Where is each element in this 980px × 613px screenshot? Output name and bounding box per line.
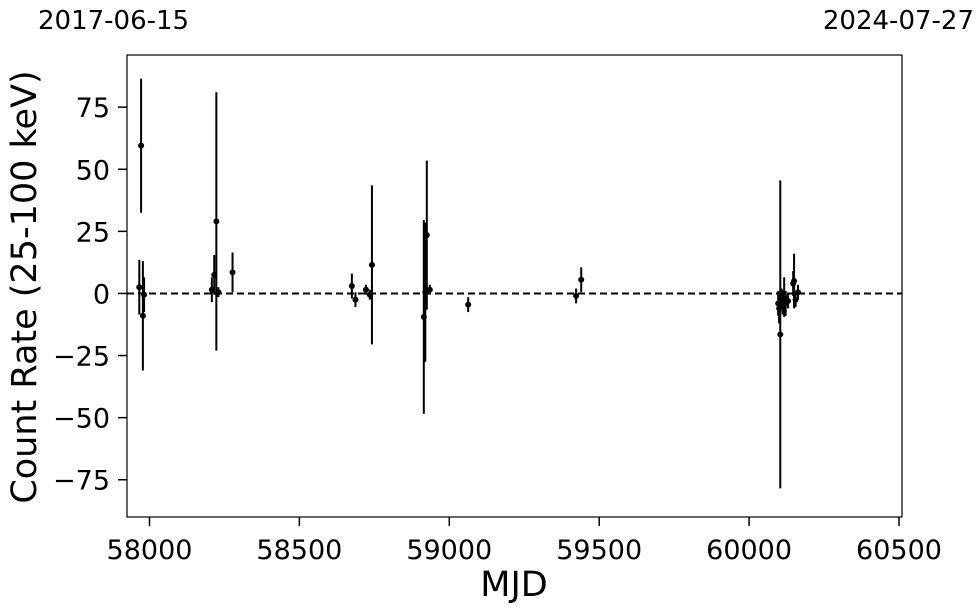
data-point: [368, 261, 375, 268]
y-tick-label: 0: [93, 279, 110, 310]
data-point: [777, 331, 784, 338]
data-point: [139, 312, 146, 319]
x-axis: 58000 58500 59000 59500 60000 60500: [107, 517, 942, 566]
x-tick-label: 58500: [256, 535, 342, 566]
x-tick-label: 59000: [406, 535, 492, 566]
y-tick-label: 75: [76, 93, 110, 124]
y-axis-title: Count Rate (25-100 keV): [5, 70, 45, 503]
data-point: [423, 232, 430, 239]
plot-frame: [126, 54, 903, 518]
data-point: [136, 284, 143, 291]
data-point: [348, 283, 355, 289]
data-point: [573, 292, 580, 299]
data-point: [362, 286, 369, 293]
data-point: [578, 276, 585, 283]
start-date-label: 2017-06-15: [38, 6, 190, 36]
end-date-label: 2024-07-27: [822, 6, 974, 36]
data-point: [138, 142, 145, 149]
data-point: [465, 301, 472, 308]
data-point: [352, 296, 359, 303]
plot-area: [126, 54, 903, 518]
y-tick-label: −25: [53, 342, 110, 373]
x-tick-label: 58000: [107, 535, 193, 566]
data-point: [794, 289, 801, 296]
data-point: [213, 218, 220, 225]
data-point: [791, 278, 798, 285]
y-tick-label: −50: [53, 404, 110, 435]
data-point: [141, 291, 148, 298]
x-tick-label: 60500: [856, 535, 942, 566]
data-point: [215, 289, 222, 296]
x-tick-label: 59500: [556, 535, 642, 566]
x-tick-label: 60000: [706, 535, 792, 566]
data-point: [229, 269, 236, 276]
y-axis: 75 50 25 0 −25 −50 −75: [53, 93, 127, 497]
x-axis-title: MJD: [480, 565, 547, 605]
y-tick-label: 25: [76, 217, 110, 248]
data-point: [426, 286, 433, 293]
y-tick-label: −75: [53, 466, 110, 497]
y-tick-label: 50: [76, 155, 110, 186]
data-point: [785, 297, 792, 304]
